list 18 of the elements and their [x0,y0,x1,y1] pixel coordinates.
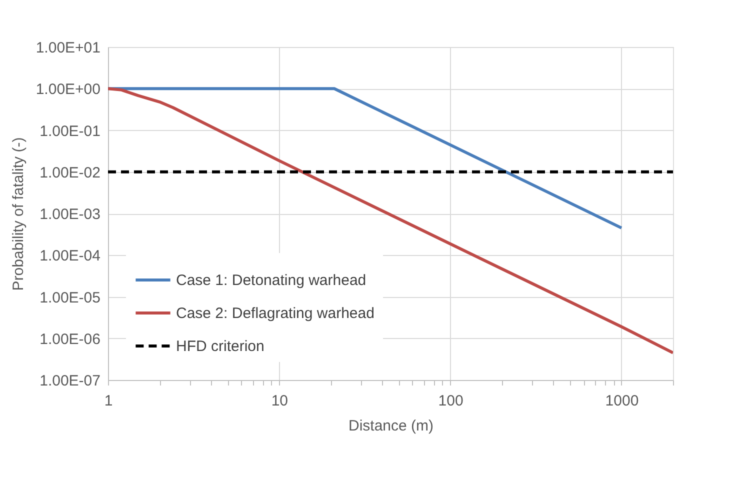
y-axis-title: Probability of fatality (-) [10,137,27,291]
y-tick-label: 1.00E-05 [40,289,100,306]
y-tick-label: 1.00E-03 [40,206,100,223]
x-tick-label: 100 [438,392,464,410]
y-tick-label: 1.00E-07 [40,372,100,390]
y-tick-label: 1.00E-02 [40,164,100,182]
x-tick-label: 1 [104,392,113,410]
x-tick-label: 1000 [605,392,639,410]
y-tick-label: 1.00E+00 [36,81,100,98]
y-tick-label: 1.00E-06 [40,330,100,348]
x-tick-label: 10 [271,392,288,410]
x-axis-title: Distance (m) [348,418,434,434]
y-tick-label: 1.00E-01 [40,122,100,140]
legend-label: Case 1: Detonating warhead [176,272,366,289]
y-tick-label: 1.00E+01 [36,40,100,56]
legend-label: HFD criterion [176,338,264,355]
legend-label: Case 2: Deflagrating warhead [176,305,374,322]
y-tick-label: 1.00E-04 [40,248,100,265]
